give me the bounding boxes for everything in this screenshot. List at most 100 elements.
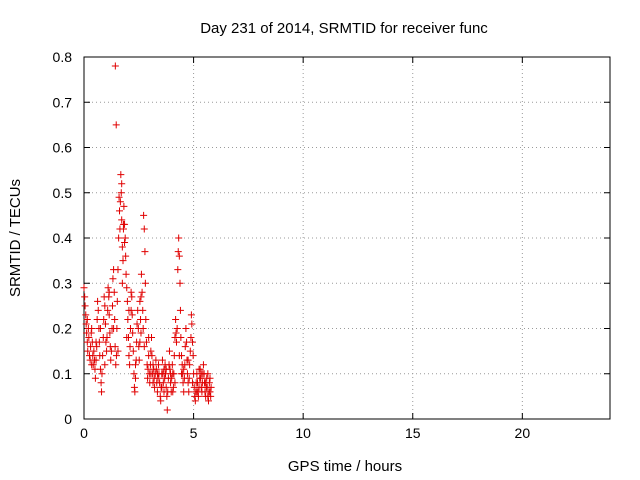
x-tick-label: 0 [80,425,88,441]
data-point [82,311,90,319]
data-point [105,288,113,296]
data-point [118,180,126,188]
data-point [140,211,148,219]
x-tick-label: 20 [515,425,531,441]
data-point [188,338,196,346]
data-point [177,334,185,342]
y-tick-label: 0.4 [53,230,73,246]
data-point [149,361,157,369]
axis-ticks [83,56,610,420]
data-series-srmtid [80,62,215,414]
data-point [172,338,180,346]
data-point [178,370,186,378]
data-point [104,284,112,292]
data-point [81,302,89,310]
data-point [197,374,205,382]
data-point [96,325,104,332]
y-tick-label: 0.3 [53,275,73,291]
y-tick-label: 0.1 [53,366,73,382]
data-point [152,365,160,373]
chart-title: Day 231 of 2014, SRMTID for receiver fun… [200,20,488,37]
data-point [108,302,116,310]
data-point [194,392,202,400]
data-point [92,356,100,364]
data-point [137,270,145,278]
y-tick-label: 0.5 [53,185,73,201]
data-point [195,365,203,373]
data-point [118,216,126,224]
data-point [103,334,111,342]
data-point [145,334,153,342]
data-point [129,347,137,355]
data-point [141,248,149,256]
data-point [168,361,176,369]
data-point [123,297,131,305]
data-point [137,293,145,301]
data-point [159,379,167,387]
data-point [140,343,148,351]
data-point [136,338,144,346]
data-point [172,329,180,337]
data-point [139,325,147,332]
data-point [130,370,138,378]
gridlines [84,57,610,419]
data-point [171,379,179,387]
y-tick-label: 0.6 [53,140,73,156]
data-point [132,361,140,369]
data-point [121,239,129,247]
y-tick-label: 0.2 [53,321,73,337]
data-point [154,374,162,382]
data-point [82,320,90,328]
data-point [133,320,141,328]
data-point [141,279,149,287]
data-point [97,379,105,387]
data-point [172,315,180,323]
data-point [93,315,101,323]
data-point [138,288,146,296]
data-point [98,388,106,396]
data-point [129,329,137,337]
data-point [112,361,120,369]
data-point [188,379,196,387]
x-tick-label: 5 [190,425,198,441]
data-point [163,406,171,414]
data-point [147,347,155,355]
data-point [101,302,109,310]
data-point [119,257,127,265]
data-point [124,315,132,323]
data-point [125,352,133,360]
data-point [131,388,139,396]
data-point [193,388,201,396]
data-point [110,325,118,332]
data-point [188,320,196,328]
data-point [85,334,93,342]
data-point [151,383,159,391]
data-point [165,347,173,355]
data-point [112,352,120,360]
data-point [84,347,92,355]
data-point [83,315,91,323]
data-point [197,370,205,378]
data-point [98,370,106,378]
data-point [142,338,150,346]
data-point [182,325,190,332]
data-point [140,225,148,233]
data-point [173,325,181,332]
data-point [111,62,119,70]
y-tick-label: 0 [64,411,72,427]
data-point [136,297,144,305]
data-point [106,329,114,337]
data-point [90,347,98,355]
data-point [186,347,194,355]
data-point [168,374,176,382]
data-point [81,293,89,301]
data-point [169,383,177,391]
data-point [153,370,161,378]
data-point [147,370,155,378]
data-point [93,343,101,351]
data-point [107,347,115,355]
data-point [202,379,210,387]
data-point [88,361,96,369]
data-point [176,306,184,314]
x-tick-labels: 0 5 10 15 20 [80,425,530,441]
